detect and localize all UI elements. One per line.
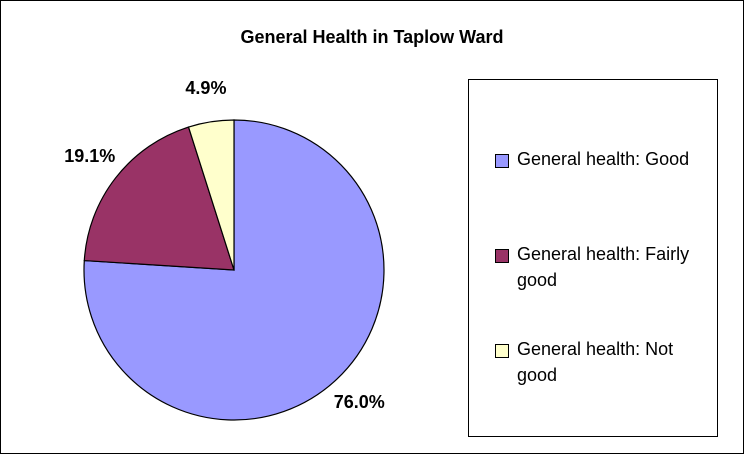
legend-swatch bbox=[495, 249, 509, 263]
legend-swatch bbox=[495, 344, 509, 358]
legend: General health: Good General health: Fair… bbox=[468, 79, 718, 437]
pie-slice bbox=[83, 119, 385, 421]
legend-swatch bbox=[495, 154, 509, 168]
pie-slice bbox=[187, 119, 235, 271]
legend-label: General health: Good bbox=[517, 149, 690, 169]
legend-label: General health: Fairly good bbox=[517, 244, 690, 290]
data-label: 19.1% bbox=[64, 146, 115, 166]
chart-title: General Health in Taplow Ward bbox=[240, 27, 503, 47]
data-label: 4.9% bbox=[185, 78, 226, 98]
legend-label: General health: Not good bbox=[517, 339, 674, 385]
pie-slice bbox=[83, 126, 235, 271]
data-label: 76.0% bbox=[334, 392, 385, 412]
